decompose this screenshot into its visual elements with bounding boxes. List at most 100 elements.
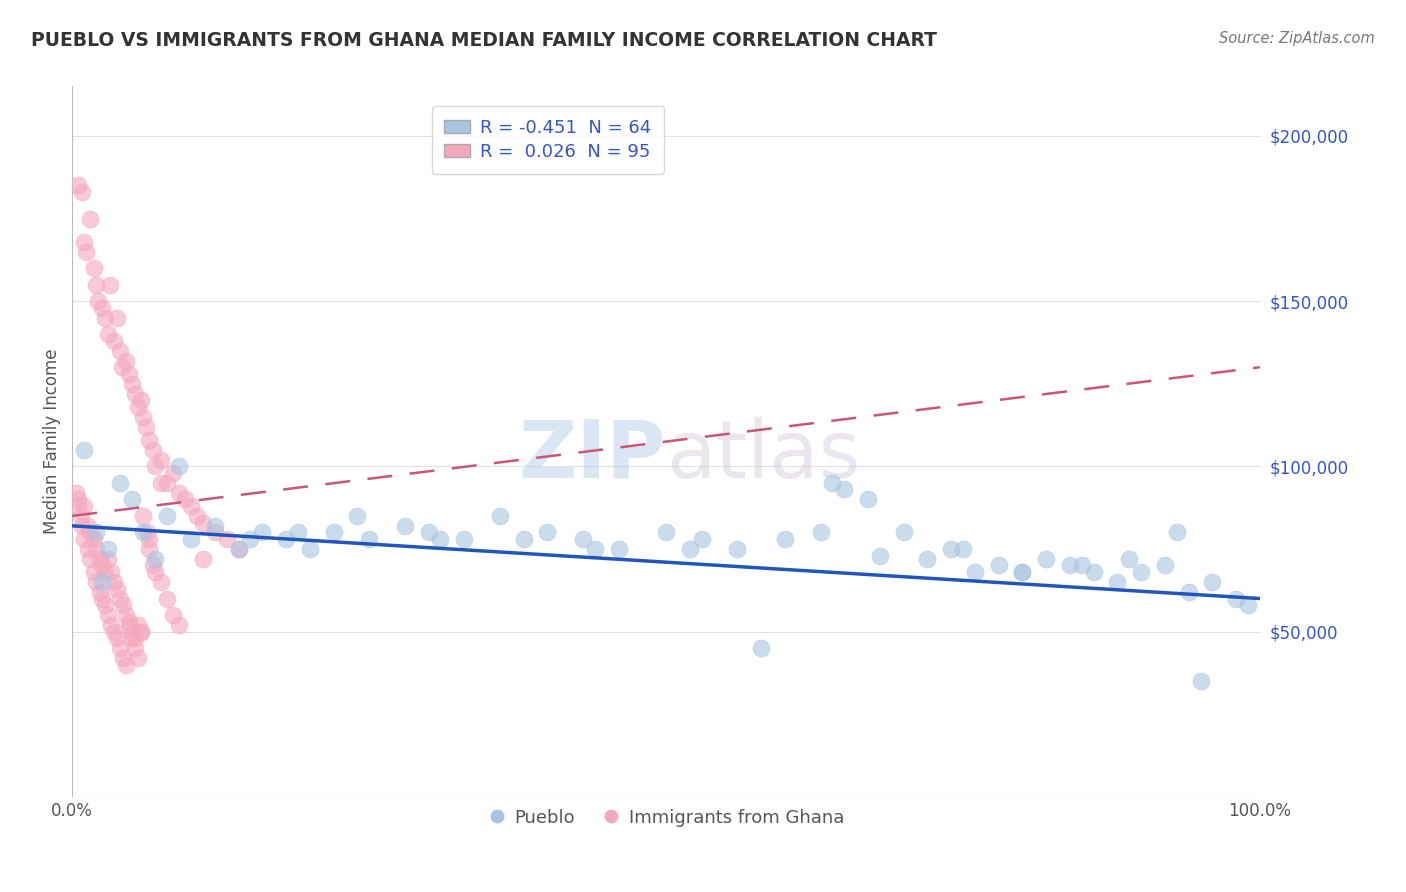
Point [103, 574, 125, 589]
Point [145, 459, 167, 474]
Point [97, 608, 120, 623]
Point [111, 360, 134, 375]
Point [359, 532, 381, 546]
Point [124, 641, 146, 656]
Point [138, 541, 160, 556]
Point [142, 442, 165, 457]
Point [89, 552, 111, 566]
Point [90, 591, 112, 606]
Point [150, 475, 173, 490]
Point [453, 532, 475, 546]
Point [1083, 565, 1105, 579]
Point [274, 532, 297, 546]
Point [97, 327, 120, 342]
Point [100, 565, 122, 579]
Point [252, 525, 274, 540]
Point [97, 541, 120, 556]
Point [174, 492, 197, 507]
Point [429, 532, 451, 546]
Point [180, 499, 202, 513]
Point [1237, 598, 1260, 612]
Point [287, 525, 309, 540]
Point [83, 532, 105, 546]
Point [90, 301, 112, 315]
Point [129, 393, 152, 408]
Point [869, 549, 891, 563]
Text: atlas: atlas [666, 417, 860, 495]
Point [121, 624, 143, 639]
Point [150, 452, 173, 467]
Point [118, 367, 141, 381]
Point [108, 343, 131, 358]
Point [239, 532, 262, 546]
Point [583, 541, 606, 556]
Point [118, 615, 141, 629]
Point [1011, 565, 1033, 579]
Point [1107, 574, 1129, 589]
Point [1201, 574, 1223, 589]
Point [70, 185, 93, 199]
Point [89, 585, 111, 599]
Point [228, 541, 250, 556]
Point [987, 558, 1010, 573]
Point [103, 334, 125, 348]
Point [572, 532, 595, 546]
Point [112, 598, 135, 612]
Point [773, 532, 796, 546]
Point [121, 631, 143, 645]
Point [607, 541, 630, 556]
Point [856, 492, 879, 507]
Point [118, 618, 141, 632]
Point [156, 591, 179, 606]
Point [186, 508, 208, 523]
Point [73, 532, 96, 546]
Point [725, 541, 748, 556]
Point [952, 541, 974, 556]
Point [114, 608, 136, 623]
Point [69, 508, 91, 523]
Point [917, 552, 939, 566]
Point [204, 518, 226, 533]
Point [94, 310, 117, 325]
Point [83, 565, 105, 579]
Point [204, 525, 226, 540]
Point [79, 552, 101, 566]
Point [76, 518, 98, 533]
Point [1118, 552, 1140, 566]
Point [1154, 558, 1177, 573]
Point [84, 574, 107, 589]
Point [84, 277, 107, 292]
Point [322, 525, 344, 540]
Point [136, 525, 159, 540]
Point [1166, 525, 1188, 540]
Point [679, 541, 702, 556]
Point [132, 525, 155, 540]
Point [112, 651, 135, 665]
Point [127, 400, 149, 414]
Point [105, 310, 128, 325]
Point [105, 582, 128, 596]
Point [1059, 558, 1081, 573]
Point [90, 574, 112, 589]
Point [156, 508, 179, 523]
Point [191, 516, 214, 530]
Point [138, 433, 160, 447]
Point [145, 565, 167, 579]
Point [70, 518, 93, 533]
Y-axis label: Median Family Income: Median Family Income [44, 349, 60, 534]
Point [394, 518, 416, 533]
Point [1070, 558, 1092, 573]
Point [98, 277, 121, 292]
Point [1225, 591, 1247, 606]
Point [83, 261, 105, 276]
Point [228, 541, 250, 556]
Point [690, 532, 713, 546]
Point [298, 541, 321, 556]
Point [1189, 674, 1212, 689]
Point [167, 618, 190, 632]
Point [132, 508, 155, 523]
Point [156, 475, 179, 490]
Point [167, 459, 190, 474]
Point [215, 532, 238, 546]
Point [138, 532, 160, 546]
